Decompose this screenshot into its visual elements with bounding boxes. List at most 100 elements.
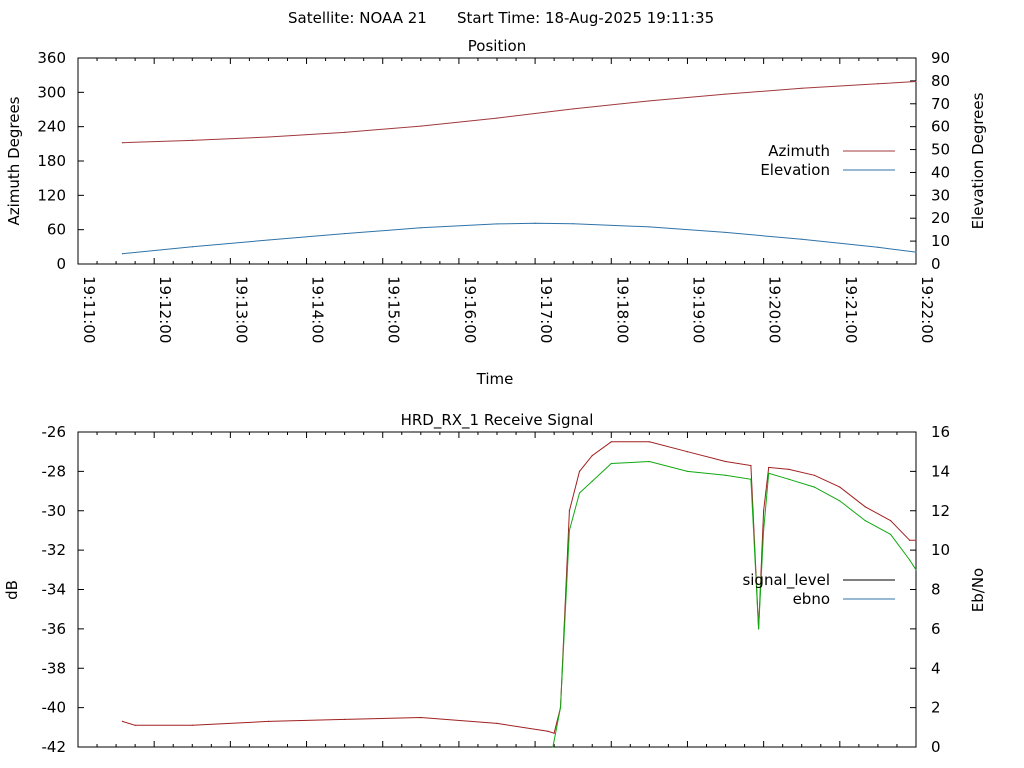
position-y2tick-label: 10 [931, 232, 950, 250]
position-point-elevation [344, 232, 346, 235]
position-xtick-label: 19:20:00 [766, 276, 784, 343]
position-y2tick-label: 30 [931, 186, 950, 204]
signal-point-signal-level [864, 506, 866, 508]
legend-label-azimuth: Azimuth [768, 142, 830, 160]
position-ytick-label: 360 [37, 49, 66, 67]
signal-series-ebno [552, 460, 917, 748]
signal-point-ebno [648, 460, 650, 463]
signal-y2tick-label: 10 [931, 541, 950, 559]
signal-y2tick-label: 14 [931, 462, 950, 480]
signal-point-ebno [768, 472, 770, 474]
position-series-azimuth [122, 81, 917, 144]
position-point-azimuth [121, 142, 124, 144]
signal-point-signal-level [496, 722, 498, 724]
signal-point-signal-level [915, 539, 917, 541]
position-title: Position [468, 37, 526, 55]
signal-point-ebno [686, 470, 689, 472]
signal-point-signal-level [420, 716, 422, 719]
position-xtick-label: 19:21:00 [842, 276, 860, 343]
signal-ytick-label: -42 [42, 738, 67, 756]
legend-label-elevation: Elevation [760, 161, 830, 179]
signal-point-ebno [724, 474, 727, 476]
position-xtick-label: 19:18:00 [613, 276, 631, 343]
position-ytick-label: 180 [37, 152, 66, 170]
signal-point-signal-level [788, 468, 790, 471]
position-ylabel: Azimuth Degrees [5, 96, 23, 225]
position-xlabel: Time [476, 370, 514, 388]
signal-point-signal-level [547, 730, 549, 732]
position-y2tick-label: 0 [931, 255, 941, 273]
position-point-elevation [267, 239, 270, 241]
signal-point-signal-level [724, 460, 727, 463]
position-ytick-label: 60 [47, 221, 66, 239]
signal-point-ebno [890, 533, 892, 535]
legend-label-ebno: ebno [793, 590, 830, 608]
signal-y2tick-label: 12 [931, 502, 950, 520]
position-xtick-label: 19:15:00 [385, 276, 403, 343]
position-y2tick-label: 50 [931, 141, 950, 159]
position-point-azimuth [801, 87, 803, 89]
position-y2tick-label: 60 [931, 118, 950, 136]
signal-point-signal-level [191, 724, 193, 726]
signal-title: HRD_RX_1 Receive Signal [401, 411, 594, 430]
position-point-azimuth [877, 83, 879, 85]
position-y2tick-label: 70 [931, 95, 950, 113]
position-point-elevation [534, 222, 536, 224]
signal-point-signal-level [267, 720, 270, 723]
position-y2tick-label: 90 [931, 49, 950, 67]
position-series [121, 80, 917, 255]
signal-point-signal-level [648, 441, 650, 443]
signal-y2tick-label: 4 [931, 659, 941, 677]
position-xtick-label: 19:16:00 [461, 276, 479, 343]
position-ytick-label: 0 [56, 255, 66, 273]
signal-point-ebno [552, 746, 554, 748]
position-xtick-label: 19:11:00 [80, 276, 98, 343]
position-y2tick-label: 40 [931, 163, 950, 181]
position-series-elevation [122, 222, 917, 255]
position-point-elevation [648, 226, 650, 228]
signal-ticks: -42 -40 -38 -36 -34 -32 -30 -28 -26 0 2 4 6 8 10 12 14 16 [42, 423, 951, 756]
position-point-elevation [191, 246, 193, 248]
position-point-azimuth [267, 136, 270, 138]
signal-point-ebno [864, 519, 866, 522]
signal-point-signal-level [763, 510, 765, 512]
position-point-elevation [496, 223, 498, 225]
signal-y2tick-label: 16 [931, 423, 950, 441]
signal-point-signal-level [578, 470, 581, 472]
position-point-azimuth [191, 139, 193, 141]
position-point-elevation [801, 238, 803, 240]
position-point-elevation [724, 231, 727, 234]
signal-point-ebno [839, 500, 841, 502]
signal-y2tick-label: 0 [931, 738, 941, 756]
signal-y2tick-label: 6 [931, 620, 941, 638]
position-ytick-label: 300 [37, 83, 66, 101]
position-ytick-label: 120 [37, 186, 66, 204]
position-ytick-label: 240 [37, 118, 66, 136]
position-point-elevation [877, 246, 879, 248]
signal-y2tick-label: 8 [931, 581, 941, 599]
header-start-time: Start Time: 18-Aug-2025 19:11:35 [457, 9, 714, 27]
position-point-azimuth [572, 108, 574, 110]
signal-point-ebno [915, 569, 917, 571]
signal-y2label: Eb/No [969, 568, 987, 612]
position-point-elevation [915, 251, 917, 253]
signal-ytick-label: -34 [42, 581, 67, 599]
signal-point-ebno [591, 480, 593, 482]
signal-point-ebno [909, 559, 911, 561]
signal-point-signal-level [839, 486, 841, 488]
signal-point-signal-level [610, 441, 612, 443]
signal-series [121, 441, 917, 748]
position-y2tick-label: 80 [931, 72, 950, 90]
signal-ytick-label: -40 [42, 699, 67, 717]
signal-point-signal-level [134, 724, 136, 726]
signal-y2tick-label: 2 [931, 699, 941, 717]
signal-point-signal-level [750, 464, 752, 467]
signal-point-ebno [559, 707, 562, 709]
signal-point-signal-level [121, 720, 124, 723]
signal-point-ebno [757, 628, 760, 630]
signal-point-signal-level [686, 451, 689, 453]
signal-point-signal-level [768, 466, 770, 469]
legend-label-signal-level: signal_level [742, 571, 830, 590]
signal-point-signal-level [591, 455, 593, 457]
